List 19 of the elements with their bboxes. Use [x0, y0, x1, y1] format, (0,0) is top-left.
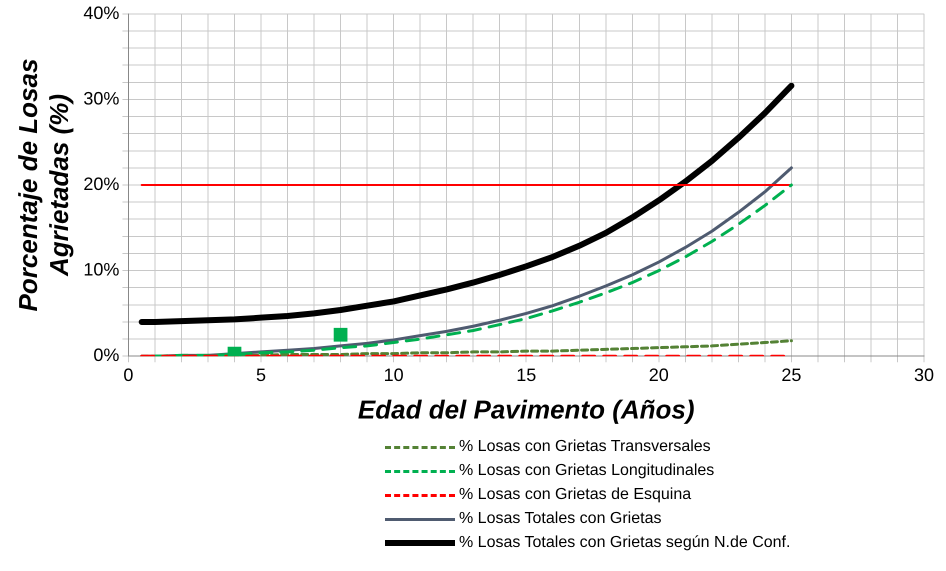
- y-axis-title: Porcentaje de Losas Agrietadas (%): [12, 58, 74, 312]
- legend-label: % Losas con Grietas Transversales: [459, 438, 711, 456]
- y-tick-label: 10%: [83, 260, 120, 280]
- y-tick-label: 20%: [83, 174, 120, 194]
- x-tick-label: 15: [516, 364, 536, 385]
- x-tick-label: 30: [914, 364, 934, 385]
- legend-label: % Losas con Grietas Longitudinales: [459, 462, 714, 480]
- x-tick-label: 20: [648, 364, 669, 385]
- legend-label: % Losas Totales con Grietas según N.de Conf.: [459, 534, 790, 552]
- x-tick-label: 25: [781, 364, 802, 385]
- x-tick-label: 10: [384, 364, 404, 385]
- x-tick-label: 0: [123, 364, 134, 385]
- y-tick-label: 30%: [83, 88, 120, 108]
- y-tick-label: 0%: [93, 345, 120, 366]
- legend-label: % Losas Totales con Grietas: [459, 510, 662, 528]
- x-tick-label: 5: [256, 364, 266, 385]
- legend-label: % Losas con Grietas de Esquina: [459, 486, 692, 504]
- x-axis-title: Edad del Pavimento (Años): [358, 394, 695, 425]
- y-tick-label: 40%: [83, 2, 120, 23]
